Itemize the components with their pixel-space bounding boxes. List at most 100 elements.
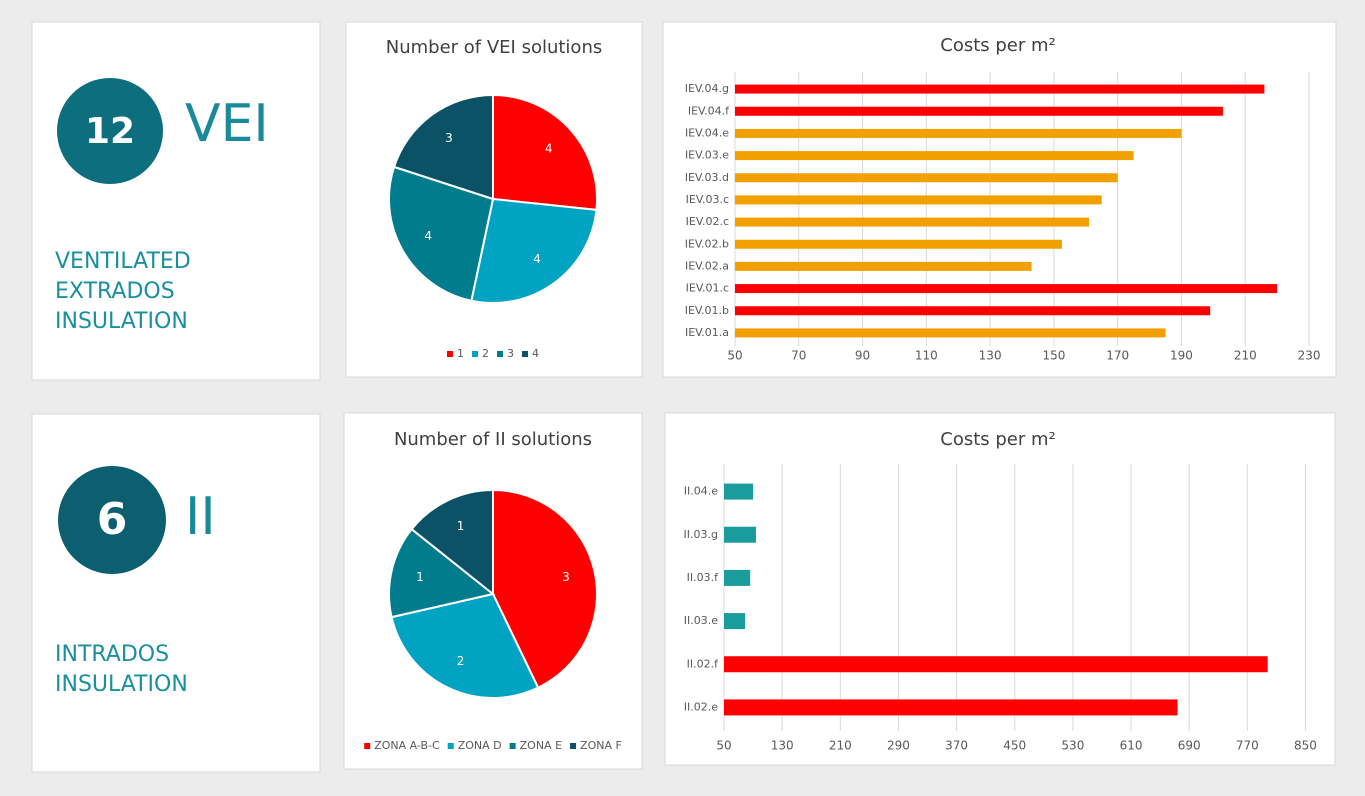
- x-tick-label: 210: [1234, 349, 1257, 363]
- bar: [735, 106, 1223, 116]
- bar: [735, 173, 1118, 183]
- card-panel: [31, 413, 321, 773]
- chart-title: Number of VEI solutions: [386, 37, 602, 58]
- y-tick-label: IEV.02.a: [685, 259, 729, 272]
- x-tick-label: 130: [979, 349, 1002, 363]
- bar: [735, 84, 1265, 94]
- legend-swatch: [472, 351, 478, 357]
- x-tick-label: 110: [915, 349, 938, 363]
- x-tick-label: 50: [716, 739, 731, 753]
- data-label: 4: [533, 252, 541, 266]
- x-tick-label: 150: [1042, 349, 1065, 363]
- bar: [724, 656, 1268, 673]
- legend-swatch: [570, 743, 577, 749]
- pie-slice: [390, 592, 540, 699]
- card-code: II: [185, 487, 216, 547]
- data-label: 1: [457, 519, 465, 533]
- bar: [735, 151, 1134, 161]
- x-tick-label: 170: [1106, 349, 1129, 363]
- chart-title: Number of II solutions: [394, 429, 592, 450]
- data-label: 3: [562, 570, 570, 584]
- x-tick-label: 130: [771, 739, 794, 753]
- data-label: 2: [457, 654, 465, 668]
- y-tick-label: IEV.03.c: [686, 193, 729, 206]
- badge: [57, 78, 163, 184]
- y-tick-label: IEV.04.g: [685, 82, 729, 95]
- y-tick-label: II.03.f: [687, 571, 719, 584]
- data-label: 4: [424, 229, 432, 243]
- bar: [735, 239, 1062, 249]
- bar: [735, 261, 1032, 271]
- pie-slice: [388, 527, 496, 619]
- x-tick-label: 50: [727, 349, 742, 363]
- legend-label: 1: [457, 347, 464, 360]
- pie-slice: [392, 93, 494, 201]
- x-tick-label: 210: [829, 739, 852, 753]
- pie-slice: [492, 488, 598, 690]
- card-description: INSULATION: [55, 309, 188, 334]
- x-tick-label: 530: [1061, 739, 1084, 753]
- bar: [735, 328, 1166, 338]
- x-tick-label: 450: [1003, 739, 1026, 753]
- y-tick-label: II.04.e: [684, 485, 718, 498]
- data-label: 1: [416, 570, 424, 584]
- y-tick-label: IEV.01.a: [685, 326, 729, 339]
- y-tick-label: IEV.03.e: [685, 149, 729, 162]
- legend-label: ZONA D: [458, 739, 502, 752]
- y-tick-label: IEV.02.c: [686, 215, 729, 228]
- card-description: EXTRADOS: [55, 279, 175, 304]
- badge: [58, 466, 166, 574]
- card-number: 12: [85, 111, 135, 152]
- x-tick-label: 230: [1298, 349, 1321, 363]
- bar: [724, 483, 754, 500]
- bar: [735, 306, 1211, 316]
- y-tick-label: II.02.e: [684, 700, 718, 713]
- x-tick-label: 90: [855, 349, 870, 363]
- pie-slice: [410, 488, 494, 597]
- legend-label: ZONA A-B-C: [374, 739, 440, 752]
- x-tick-label: 850: [1294, 739, 1317, 753]
- data-label: 3: [445, 131, 453, 145]
- card-description: VENTILATED: [55, 249, 191, 274]
- pie-slice: [492, 93, 598, 211]
- legend-label: ZONA E: [520, 739, 562, 752]
- y-tick-label: IEV.01.c: [686, 282, 729, 295]
- y-tick-label: IEV.02.b: [685, 237, 729, 250]
- legend-label: 4: [532, 347, 539, 360]
- x-tick-label: 190: [1170, 349, 1193, 363]
- legend-swatch: [497, 351, 503, 357]
- legend-label: 2: [482, 347, 489, 360]
- x-tick-label: 370: [945, 739, 968, 753]
- legend-swatch: [447, 743, 454, 749]
- bar: [724, 526, 756, 543]
- legend-swatch: [447, 351, 453, 357]
- card-description: INSULATION: [55, 672, 188, 697]
- y-tick-label: IEV.04.e: [685, 126, 729, 139]
- legend-swatch: [364, 743, 371, 749]
- bar: [735, 128, 1182, 138]
- bar: [735, 217, 1089, 227]
- bar: [724, 613, 746, 630]
- y-tick-label: II.03.e: [684, 614, 718, 627]
- x-tick-label: 70: [791, 349, 806, 363]
- legend-label: ZONA F: [580, 739, 622, 752]
- y-tick-label: IEV.01.b: [685, 304, 729, 317]
- legend-label: 3: [507, 347, 514, 360]
- card-panel: [31, 21, 321, 381]
- y-tick-label: IEV.04.f: [688, 104, 730, 117]
- y-tick-label: IEV.03.d: [685, 171, 729, 184]
- x-tick-label: 690: [1178, 739, 1201, 753]
- card-code: VEI: [185, 94, 269, 154]
- chart-title: Costs per m²: [940, 35, 1056, 56]
- pie-slice: [388, 165, 495, 302]
- data-label: 4: [545, 141, 553, 155]
- x-tick-label: 610: [1120, 739, 1143, 753]
- bar: [724, 699, 1178, 716]
- bar: [735, 284, 1278, 294]
- legend-swatch: [522, 351, 528, 357]
- x-tick-label: 770: [1236, 739, 1259, 753]
- legend-swatch: [509, 743, 516, 749]
- card-description: INTRADOS: [55, 642, 169, 667]
